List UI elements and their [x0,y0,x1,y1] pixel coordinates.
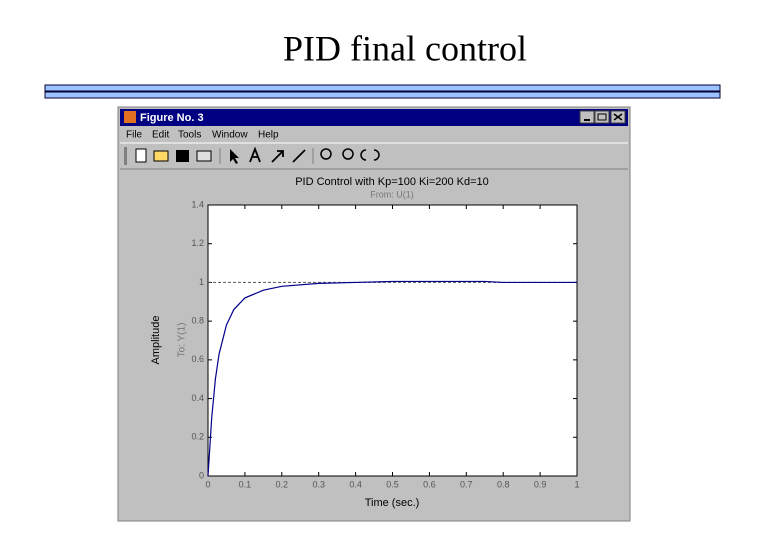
x-tick-label: 0.4 [349,479,362,489]
arrow-icon[interactable] [271,150,284,163]
minimize-button[interactable] [579,110,595,124]
y-tick-label: 1 [199,277,204,287]
menu-item[interactable]: Window [212,130,248,141]
menu-item[interactable]: Tools [178,130,201,141]
x-tick-label: 1 [574,479,579,489]
response-line [207,280,577,477]
x-tick-label: 0 [205,479,210,489]
plot: PID Control with Kp=100 Ki=200 Kd=10 Fro… [150,176,580,509]
title-bar [120,109,628,126]
grip [124,147,127,165]
text-icon[interactable] [249,146,261,163]
zoom-out-icon[interactable] [342,148,354,160]
toolbar [124,146,380,165]
menu-item[interactable]: Help [258,130,279,141]
chart-subtitle: From: U(1) [370,189,414,199]
window-buttons [579,110,626,124]
rotate-icon[interactable] [360,149,380,161]
x-tick-label: 0.2 [276,479,289,489]
y-tick-label: 0.2 [191,432,204,442]
y-tick-label: 0.4 [191,393,204,403]
divider-bar [44,91,721,99]
x-tick-label: 0.3 [312,479,325,489]
x-tick-label: 0.5 [386,479,399,489]
y-tick-label: 0 [199,470,204,480]
menu-item[interactable]: File [126,130,143,141]
y-axis-label: Amplitude [150,316,162,365]
close-glyph [613,113,623,121]
x-tick-label: 0.8 [497,479,510,489]
zoom-in-icon[interactable] [320,148,332,160]
divider-bar [44,84,721,92]
menu-item[interactable]: Edit [152,130,169,141]
y-tick-label: 1.2 [191,238,204,248]
maximize-button[interactable] [594,110,610,124]
chart-title: PID Control with Kp=100 Ki=200 Kd=10 [295,176,489,188]
save-icon[interactable] [176,150,189,162]
x-tick-label: 0.9 [534,479,547,489]
x-axis-label: Time (sec.) [365,497,420,509]
print-icon[interactable] [196,150,212,162]
axes-box [207,204,578,477]
menu-bar: File Edit Tools Window Help [126,130,279,141]
slide-title: PID final control [283,28,527,68]
x-tick-label: 0.7 [460,479,473,489]
open-icon[interactable] [153,150,169,162]
window-icon [124,111,136,123]
select-icon[interactable] [230,149,239,164]
y-tick-label: 0.6 [191,354,204,364]
maximize-glyph [597,113,607,121]
x-tick-label: 0.6 [423,479,436,489]
window-title: Figure No. 3 [140,112,204,124]
x-tick-label: 0.1 [239,479,252,489]
y-tick-label: 0.8 [191,316,204,326]
y-tick-label: 1.4 [191,199,204,209]
line-icon[interactable] [292,149,306,163]
new-icon[interactable] [135,148,147,163]
y-axis-sublabel: To: Y(1) [177,323,188,358]
